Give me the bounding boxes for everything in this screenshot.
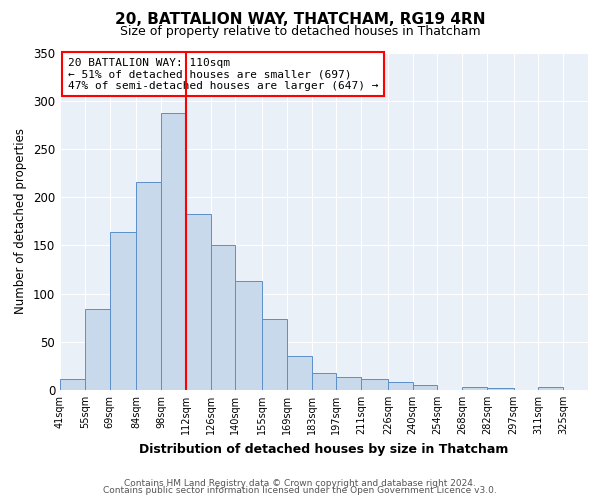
Bar: [487, 388, 514, 390]
Text: 20 BATTALION WAY: 110sqm
← 51% of detached houses are smaller (697)
47% of semi-: 20 BATTALION WAY: 110sqm ← 51% of detach…: [68, 58, 379, 91]
Bar: [388, 382, 413, 390]
X-axis label: Distribution of detached houses by size in Thatcham: Distribution of detached houses by size …: [139, 442, 509, 456]
Bar: [413, 385, 437, 390]
Text: Contains HM Land Registry data © Crown copyright and database right 2024.: Contains HM Land Registry data © Crown c…: [124, 478, 476, 488]
Bar: [311, 372, 337, 390]
Bar: [361, 380, 388, 390]
Bar: [161, 114, 186, 390]
Text: Contains public sector information licensed under the Open Government Licence v3: Contains public sector information licen…: [103, 486, 497, 495]
Bar: [85, 309, 110, 390]
Bar: [211, 246, 235, 390]
Bar: [462, 387, 487, 390]
Bar: [337, 378, 361, 390]
Bar: [186, 214, 211, 390]
Bar: [60, 380, 85, 390]
Bar: [136, 182, 161, 390]
Bar: [110, 232, 136, 390]
Bar: [287, 356, 311, 390]
Bar: [538, 387, 563, 390]
Bar: [262, 318, 287, 390]
Text: 20, BATTALION WAY, THATCHAM, RG19 4RN: 20, BATTALION WAY, THATCHAM, RG19 4RN: [115, 12, 485, 28]
Text: Size of property relative to detached houses in Thatcham: Size of property relative to detached ho…: [119, 25, 481, 38]
Y-axis label: Number of detached properties: Number of detached properties: [14, 128, 28, 314]
Bar: [235, 281, 262, 390]
